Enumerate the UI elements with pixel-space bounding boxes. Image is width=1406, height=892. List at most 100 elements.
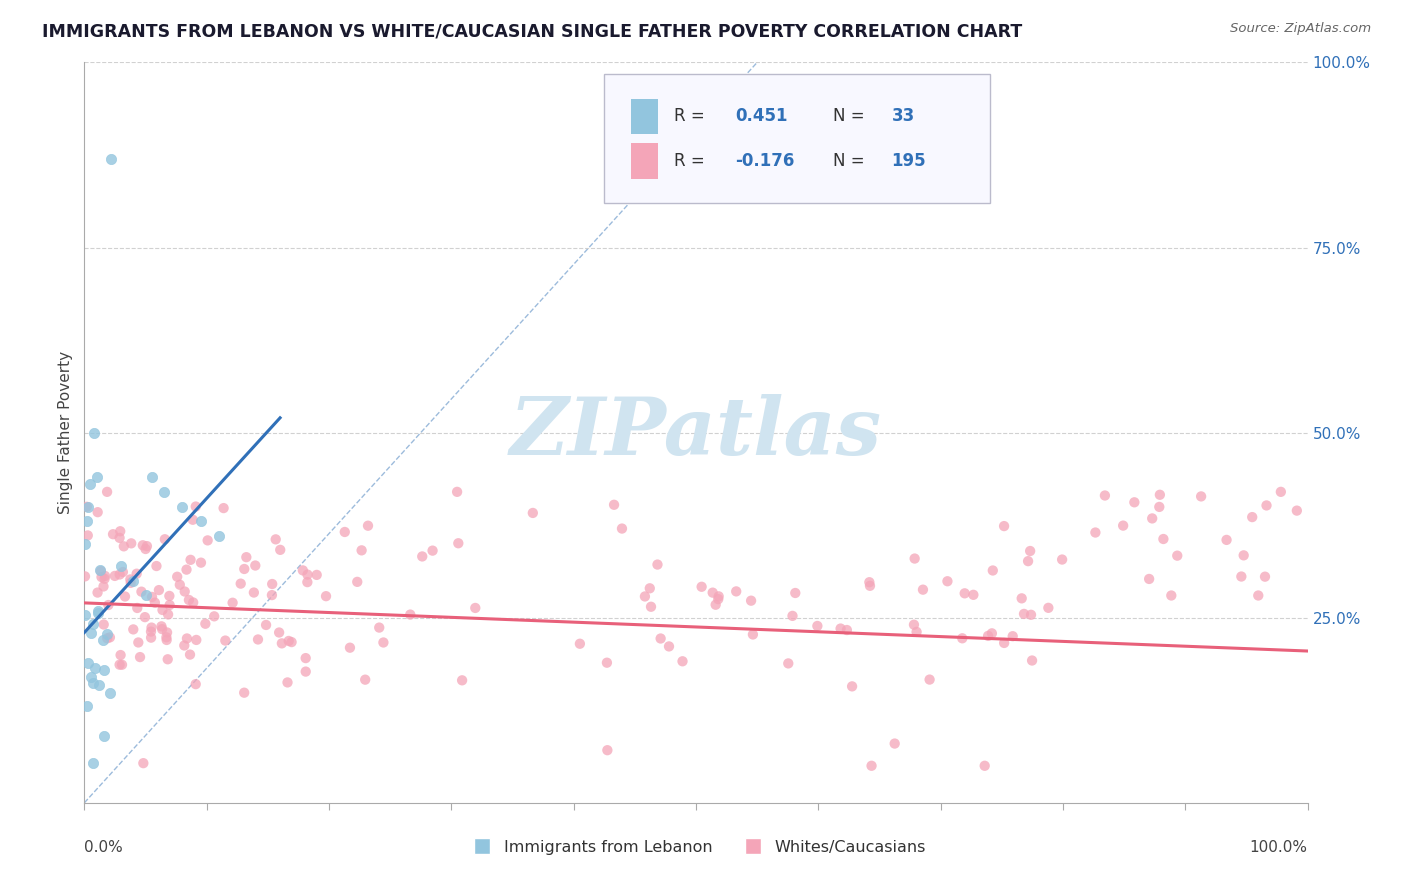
Point xyxy=(112,539,135,553)
Point xyxy=(93,572,115,586)
Point xyxy=(1230,569,1253,583)
Point xyxy=(150,619,173,633)
Point xyxy=(981,564,1004,578)
Point xyxy=(262,577,284,591)
Point xyxy=(1256,499,1278,513)
Point xyxy=(993,519,1015,533)
Point xyxy=(127,601,149,615)
Point xyxy=(173,584,195,599)
Point xyxy=(707,592,730,607)
Point xyxy=(740,593,762,607)
Point xyxy=(368,621,391,635)
Point xyxy=(190,515,212,529)
Point xyxy=(208,529,231,543)
Point xyxy=(233,686,256,700)
Point xyxy=(883,737,905,751)
Point xyxy=(177,593,200,607)
Point xyxy=(243,585,266,599)
Point xyxy=(603,498,626,512)
Point xyxy=(127,635,149,649)
Point xyxy=(911,582,934,597)
Point xyxy=(186,632,208,647)
Point xyxy=(93,730,115,744)
Point xyxy=(79,477,101,491)
Point xyxy=(973,758,995,772)
Point xyxy=(83,425,105,440)
Point xyxy=(82,617,104,632)
Point xyxy=(1233,549,1256,563)
Point xyxy=(950,632,973,646)
Point xyxy=(702,585,724,599)
Point xyxy=(108,657,131,672)
Point xyxy=(89,677,111,691)
Point xyxy=(80,626,103,640)
Text: ZIPatlas: ZIPatlas xyxy=(510,394,882,471)
Point xyxy=(180,553,202,567)
Point xyxy=(139,624,162,639)
Point xyxy=(221,596,243,610)
Point xyxy=(1160,589,1182,603)
Point xyxy=(782,608,804,623)
Point xyxy=(264,533,287,547)
Point xyxy=(94,569,117,583)
Point xyxy=(134,610,156,624)
Point xyxy=(190,556,212,570)
Point xyxy=(294,665,316,679)
Point xyxy=(129,650,152,665)
Point xyxy=(166,570,188,584)
Point xyxy=(82,676,104,690)
Point xyxy=(76,515,98,529)
Point xyxy=(141,590,163,604)
Point xyxy=(96,626,118,640)
Point xyxy=(707,590,730,604)
Point xyxy=(91,632,114,647)
Point xyxy=(120,575,142,590)
Point xyxy=(84,661,107,675)
Point xyxy=(373,635,395,649)
Point xyxy=(596,656,619,670)
Point xyxy=(93,663,115,677)
Point xyxy=(835,623,858,637)
Point xyxy=(640,599,662,614)
Point xyxy=(596,743,619,757)
Point xyxy=(725,584,748,599)
Point xyxy=(80,670,103,684)
Point xyxy=(111,657,134,672)
Bar xyxy=(631,99,658,135)
Point xyxy=(90,570,112,584)
Point xyxy=(110,524,132,539)
Point xyxy=(1084,525,1107,540)
Text: -0.176: -0.176 xyxy=(735,152,794,169)
Point xyxy=(962,588,984,602)
Point xyxy=(785,586,807,600)
Point xyxy=(233,562,256,576)
Point xyxy=(114,590,136,604)
Point xyxy=(704,598,727,612)
Point xyxy=(918,673,941,687)
Bar xyxy=(631,143,658,178)
Point xyxy=(650,632,672,646)
Point xyxy=(143,596,166,610)
Point xyxy=(315,589,337,603)
Text: 195: 195 xyxy=(891,152,927,169)
Text: 33: 33 xyxy=(891,108,915,126)
Point xyxy=(830,622,852,636)
Point xyxy=(89,563,111,577)
Point xyxy=(610,522,633,536)
Point xyxy=(73,536,96,550)
Point xyxy=(269,625,291,640)
Point xyxy=(135,589,157,603)
Point xyxy=(357,518,380,533)
Point xyxy=(97,598,120,612)
Point xyxy=(98,686,121,700)
Point xyxy=(904,551,927,566)
Point xyxy=(936,574,959,589)
Point xyxy=(235,550,257,565)
Point xyxy=(125,566,148,581)
Point xyxy=(671,654,693,668)
Point xyxy=(1152,532,1174,546)
Point xyxy=(108,567,131,582)
Point xyxy=(110,558,132,573)
Point xyxy=(122,574,145,588)
Point xyxy=(172,500,194,514)
